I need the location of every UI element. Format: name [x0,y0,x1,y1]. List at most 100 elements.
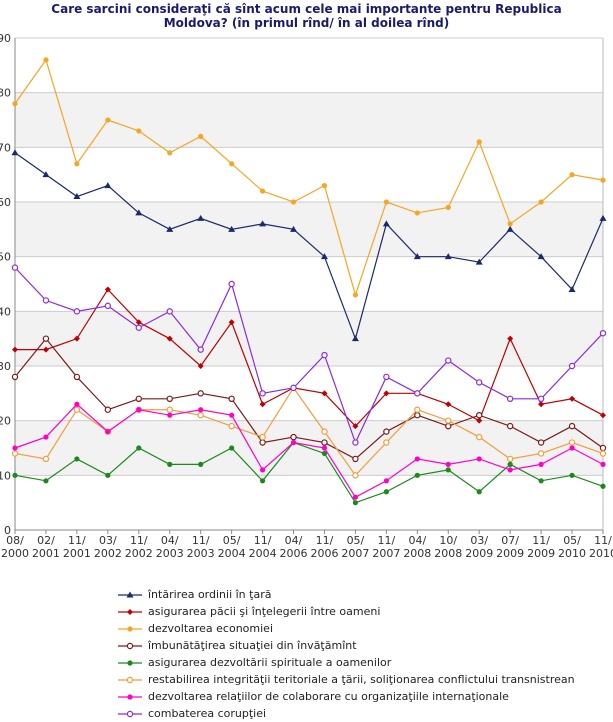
series-4-point [352,455,359,463]
series-1-point [73,193,81,200]
x-tick-label: 05/2004 [218,534,246,560]
x-tick-label: 03/2009 [465,534,493,560]
x-tick-label: 04/2006 [280,534,308,560]
series-4-point [259,439,266,446]
legend-swatch [118,693,142,700]
series-5-point [74,456,80,462]
series-3-point [74,161,80,167]
series-7-point [383,478,389,484]
legend-label: îmbunătăţirea situaţiei din învăţămînt [148,639,357,652]
series-4 [11,335,607,463]
series-3-point [538,199,544,205]
series-4-point [506,422,514,430]
series-2-point [445,401,452,408]
series-8-point [166,308,173,315]
x-tick-label: 11/2009 [527,534,555,560]
x-tick-label-line: 2010 [589,547,613,560]
series-2-point [42,346,49,353]
x-tick-label-line: 2008 [403,547,431,560]
series-4-point [197,390,204,397]
legend-item: întărirea ordinii în ţară [118,586,598,603]
series-4-point [321,439,328,446]
series-5-point [445,467,451,473]
y-tick-label: 0 [4,524,11,537]
legend-label: asigurarea dezvoltării spirituale a oame… [148,656,392,669]
series-4-point [290,433,297,441]
legend-item: asigurarea dezvoltării spirituale a oame… [118,654,598,671]
x-tick-label-line: 2002 [94,547,122,560]
series-7-point [507,467,513,473]
x-tick-label-line: 2009 [465,547,493,560]
background-bands [15,92,603,476]
background-band [15,311,603,366]
series-3-point [600,177,606,183]
series-3 [12,57,606,298]
x-tick-label-line: 11/ [130,534,148,547]
x-tick-label-line: 2004 [249,547,277,560]
x-tick-label-line: 05/ [347,534,365,547]
series-7 [12,401,606,500]
series-5-point [569,472,575,478]
series-3-point [229,161,235,167]
legend-item: dezvoltarea relaţiilor de colaborare cu … [118,688,598,705]
series-2-line [15,288,604,428]
series-6-point [599,450,607,457]
series-6-point [11,450,19,457]
series-2-point [476,417,483,424]
series-2-point [135,319,142,326]
gridlines [15,37,603,531]
chart-title-line-1: Care sarcini consideraţi că sînt acum ce… [51,2,562,16]
x-tick-label-line: 03/ [99,534,117,547]
x-tick-label: 04/2003 [156,534,184,560]
legend-swatch-point [126,642,134,649]
series-6-point [42,455,50,463]
series-5-point [600,483,606,489]
x-tick-label-line: 2009 [527,547,555,560]
y-tick-label: 60 [0,196,11,209]
x-tick-label: 05/2007 [341,534,369,560]
x-tick-label: 11/2004 [249,534,277,560]
x-tick-label-line: 11/ [532,534,550,547]
series-8-point [476,379,483,386]
x-tick-label: 03/2002 [94,534,122,560]
series-5-point [105,472,111,478]
series-3-point [198,133,204,139]
x-tick-label-line: 2000 [1,547,29,560]
series-4-point [599,444,607,452]
series-5-point [198,461,204,467]
series-1-point [537,253,545,260]
x-tick-label-line: 2008 [434,547,462,560]
legend-swatch-point [126,676,134,683]
x-tick-label: 11/2007 [372,534,400,560]
chart-title: Care sarcini consideraţi că sînt acum ce… [0,2,613,30]
series-5-point [321,450,328,457]
series-lines [11,57,607,506]
x-tick-label-line: 11/ [594,534,612,547]
series-1-point [166,225,174,232]
x-tick-label-line: 11/ [378,534,396,547]
series-4-point [445,422,452,430]
series-8-point [135,324,142,331]
series-6-point [568,439,576,446]
series-5-point [229,445,235,451]
series-7-point [321,445,328,451]
x-tick-label-line: 2006 [280,547,308,560]
series-3-point [167,150,173,156]
series-1-point [506,225,514,232]
x-tick-label: 07/2009 [496,534,524,560]
series-5-point [43,478,49,484]
legend-swatch [118,625,142,632]
series-7-point [569,445,575,451]
legend-label: combaterea corupţiei [148,707,267,720]
x-tick-label-line: 2009 [496,547,524,560]
series-3-point [414,210,420,216]
series-7-point [445,461,451,467]
legend-label: restabilirea integrităţii teritoriale a … [148,673,575,686]
legend-label: întărirea ordinii în ţară [148,588,272,601]
series-8-point [197,346,204,353]
series-2-point [197,363,204,369]
x-tick-label: 11/2003 [187,534,215,560]
x-tick-label-line: 08/ [6,534,24,547]
series-2-point [600,412,606,419]
x-tick-label-line: 2001 [32,547,60,560]
